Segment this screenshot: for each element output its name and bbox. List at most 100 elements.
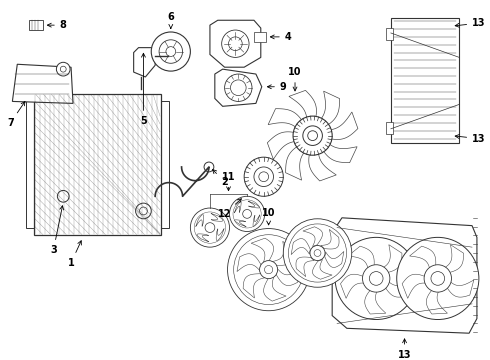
Circle shape [60,66,66,72]
Circle shape [227,229,310,311]
Bar [386,28,393,40]
Polygon shape [378,245,402,274]
Polygon shape [296,257,315,276]
Text: 2: 2 [213,170,228,186]
Polygon shape [197,234,209,242]
Bar [391,18,459,144]
Circle shape [310,246,325,261]
Text: 13: 13 [455,18,486,28]
Text: 13: 13 [455,134,486,144]
Circle shape [205,223,215,233]
Circle shape [224,74,252,102]
Polygon shape [348,246,374,274]
Circle shape [335,237,417,320]
Polygon shape [243,274,266,298]
Bar [254,32,266,42]
Circle shape [57,190,69,202]
Polygon shape [303,227,322,247]
Polygon shape [264,276,286,301]
Polygon shape [12,64,73,103]
Circle shape [229,196,265,231]
Polygon shape [251,238,273,263]
Polygon shape [319,112,358,139]
Circle shape [140,207,147,215]
Polygon shape [216,229,224,240]
Polygon shape [291,239,310,255]
Text: 8: 8 [48,20,67,30]
Circle shape [204,162,214,172]
Circle shape [221,30,249,57]
Bar [386,122,393,134]
Polygon shape [325,251,344,267]
Circle shape [289,224,346,282]
Circle shape [151,32,191,71]
Polygon shape [268,132,306,159]
Polygon shape [318,136,357,163]
Circle shape [397,237,479,320]
Circle shape [191,208,229,247]
Circle shape [303,126,322,145]
Text: 6: 6 [168,12,174,28]
Circle shape [243,210,251,218]
Polygon shape [237,254,262,271]
Text: 10: 10 [288,67,302,91]
Bar [34,94,161,235]
Polygon shape [313,260,332,279]
Circle shape [424,265,451,292]
Circle shape [159,40,183,63]
Circle shape [260,261,278,279]
Polygon shape [426,286,447,314]
Polygon shape [440,245,464,274]
Circle shape [431,271,444,285]
Bar [26,102,37,228]
Polygon shape [289,90,317,130]
Text: 5: 5 [140,53,147,126]
Polygon shape [402,274,432,298]
Text: 12: 12 [218,199,242,219]
Text: 9: 9 [268,82,287,92]
Circle shape [314,249,321,256]
Circle shape [308,131,318,140]
Text: 3: 3 [50,206,64,255]
Polygon shape [134,48,155,77]
Circle shape [234,235,303,305]
Circle shape [56,62,70,76]
Circle shape [233,200,261,228]
Polygon shape [215,69,262,106]
Circle shape [136,203,151,219]
Text: 1: 1 [68,241,81,268]
Circle shape [166,47,176,57]
Polygon shape [313,91,340,130]
Circle shape [293,116,332,155]
Circle shape [244,157,283,196]
Polygon shape [320,229,339,249]
Polygon shape [410,246,436,274]
Polygon shape [332,218,477,333]
Polygon shape [276,268,300,285]
Polygon shape [309,142,336,181]
Circle shape [363,265,390,292]
Polygon shape [210,20,261,67]
Bar [29,20,43,30]
Text: 10: 10 [262,208,275,225]
Polygon shape [196,215,204,226]
Polygon shape [235,220,246,227]
Circle shape [254,167,273,186]
Polygon shape [271,241,294,266]
Text: 11: 11 [222,172,235,191]
Circle shape [259,172,269,181]
Circle shape [283,219,352,287]
Polygon shape [444,278,474,297]
Polygon shape [268,109,307,135]
Polygon shape [253,215,260,226]
Polygon shape [211,213,223,221]
Polygon shape [383,278,412,297]
Circle shape [369,271,383,285]
Bar [158,102,169,228]
Circle shape [195,212,225,243]
Circle shape [230,80,246,95]
Text: 13: 13 [398,339,411,360]
Text: 4: 4 [270,32,292,42]
Circle shape [265,266,273,274]
Polygon shape [365,286,386,314]
